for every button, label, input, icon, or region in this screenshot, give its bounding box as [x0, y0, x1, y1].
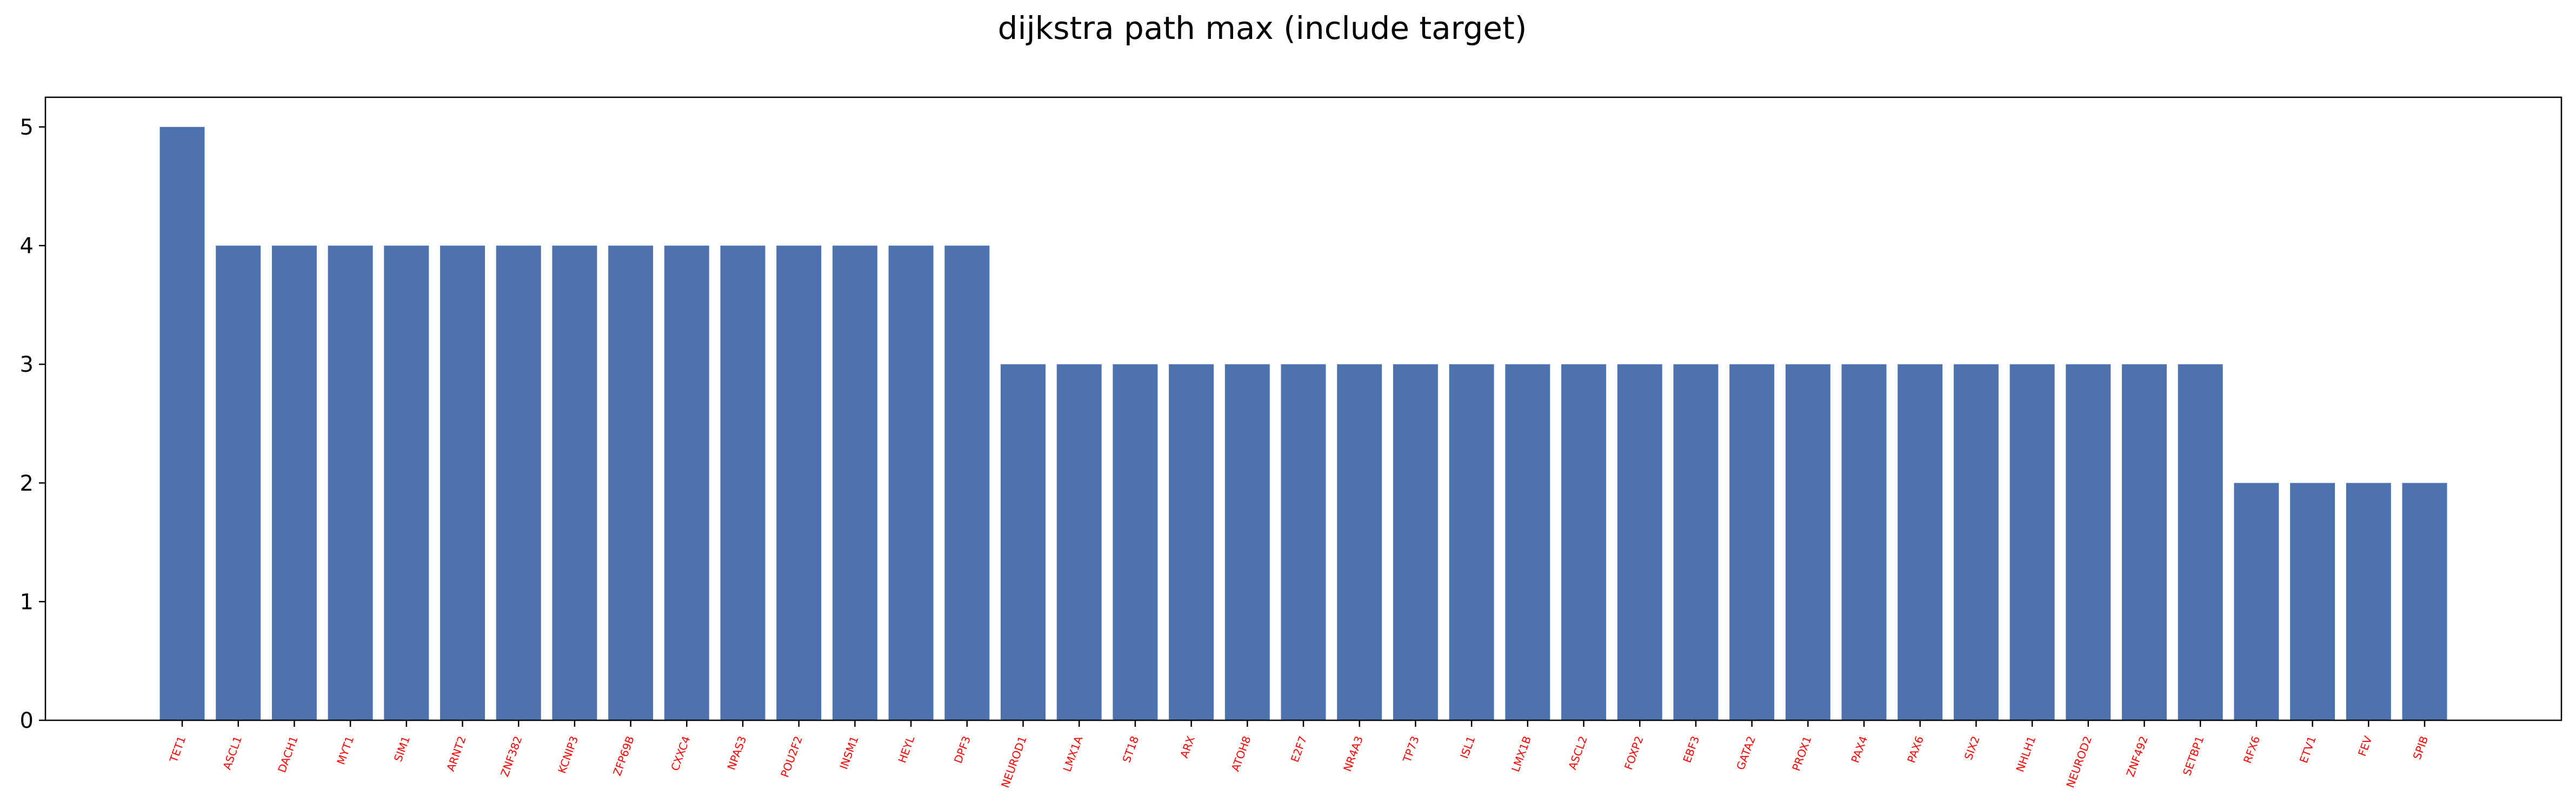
y-axis: 0 1 2 3 4 5 [20, 115, 45, 733]
x-tick-label: ZFP69B [610, 734, 637, 778]
bar-znf382 [496, 245, 541, 720]
bar-pax6 [1898, 364, 1943, 720]
x-axis: TET1 ASCL1 DACH1 MYT1 SIM1 ARNT2 ZNF382 KCNIP3 Z… [167, 720, 2431, 789]
bar-dpf3 [944, 245, 990, 720]
chart-title: dijkstra path max (include target) [998, 10, 1527, 46]
bar-lmx1b [1505, 364, 1550, 720]
x-tick-label: ZNF492 [2124, 734, 2150, 779]
x-tick-label: MYT1 [334, 734, 356, 766]
bar-myt1 [328, 245, 373, 720]
bar-neurod1 [1001, 364, 1046, 720]
x-tick-label: DPF3 [951, 734, 973, 765]
x-tick-label: ATOH8 [1229, 734, 1254, 773]
bar-gata2 [1729, 364, 1775, 720]
x-tick-label: PAX6 [1905, 734, 1926, 765]
x-tick-label: SPIB [2411, 734, 2431, 761]
x-tick-label: ST18 [1120, 734, 1141, 765]
x-tick-label: FOXP2 [1622, 734, 1646, 772]
bar-ascl1 [216, 245, 261, 720]
x-tick-label: NPAS3 [725, 734, 749, 772]
bar-neurod2 [2066, 364, 2111, 720]
bar-etv1 [2290, 483, 2335, 720]
bar-arnt2 [440, 245, 485, 720]
bar-zfp69b [608, 245, 654, 720]
bar-pax4 [1841, 364, 1887, 720]
x-tick-label: E2F7 [1288, 734, 1310, 764]
x-tick-label: ISL1 [1457, 734, 1477, 760]
bar-lmx1a [1056, 364, 1102, 720]
x-tick-label: ZNF382 [498, 734, 524, 779]
x-tick-label: LMX1B [1509, 734, 1534, 774]
bar-arx [1169, 364, 1214, 720]
y-tick-label: 3 [20, 352, 34, 377]
x-tick-label: PAX4 [1848, 734, 1870, 765]
bar-atoh8 [1224, 364, 1270, 720]
y-tick-label: 4 [20, 234, 34, 259]
x-tick-label: ASCL2 [1566, 734, 1590, 772]
x-tick-label: ASCL1 [220, 734, 244, 772]
bar-six2 [1953, 364, 1999, 720]
x-tick-label: KCNIP3 [555, 734, 581, 775]
x-tick-label: HEYL [895, 734, 917, 765]
bar-tet1 [159, 126, 205, 720]
x-tick-label: NR4A3 [1341, 734, 1366, 773]
x-tick-label: FEV [2355, 734, 2375, 758]
bar-insm1 [832, 245, 877, 720]
bar-rfx6 [2234, 483, 2279, 720]
bar-fev [2346, 483, 2391, 720]
bar-znf492 [2122, 364, 2167, 720]
x-tick-label: LMX1A [1060, 734, 1085, 774]
plot-frame [44, 96, 2562, 721]
bar-dach1 [271, 245, 317, 720]
x-tick-label: NEUROD1 [999, 734, 1029, 789]
y-tick-label: 0 [20, 708, 34, 733]
bar-nr4a3 [1337, 364, 1382, 720]
x-tick-label: DACH1 [275, 734, 301, 774]
x-tick-label: TP73 [1400, 734, 1422, 765]
bar-ascl2 [1561, 364, 1606, 720]
bar-kcnip3 [552, 245, 597, 720]
x-tick-label: SIM1 [391, 734, 412, 764]
x-tick-label: ARNT2 [444, 734, 469, 773]
x-tick-label: ARX [1177, 734, 1197, 760]
x-tick-label: INSM1 [837, 734, 861, 771]
x-tick-label: ETV1 [2297, 734, 2319, 765]
y-tick-label: 1 [20, 590, 34, 614]
bar-pou2f2 [776, 245, 822, 720]
x-tick-label: SETBP1 [2180, 734, 2207, 778]
x-tick-label: TET1 [167, 734, 188, 765]
y-tick-label: 2 [20, 471, 34, 496]
bar-prox1 [1785, 364, 1831, 720]
x-tick-label: PROX1 [1789, 734, 1814, 773]
bar-setbp1 [2178, 364, 2223, 720]
x-tick-label: EBF3 [1680, 734, 1702, 765]
bar-e2f7 [1281, 364, 1326, 720]
bar-cxxc4 [664, 245, 709, 720]
bar-nhlh1 [2009, 364, 2055, 720]
x-tick-label: NEUROD2 [2064, 734, 2094, 789]
bar-npas3 [720, 245, 766, 720]
x-tick-label: RFX6 [2241, 734, 2262, 765]
bar-spib [2402, 483, 2447, 720]
bar-foxp2 [1617, 364, 1662, 720]
x-tick-label: CXXC4 [668, 734, 693, 773]
x-tick-label: GATA2 [1734, 734, 1758, 772]
x-tick-label: POU2F2 [778, 734, 805, 779]
x-tick-label: SIX2 [1962, 734, 1982, 762]
bar-heyl [888, 245, 934, 720]
bar-tp73 [1393, 364, 1438, 720]
bar-sim1 [384, 245, 429, 720]
bar-st18 [1113, 364, 1158, 720]
y-tick-label: 5 [20, 115, 34, 140]
x-tick-label: NHLH1 [2013, 734, 2038, 774]
bar-ebf3 [1673, 364, 1719, 720]
bar-isl1 [1449, 364, 1494, 720]
bars-group [159, 126, 2447, 720]
